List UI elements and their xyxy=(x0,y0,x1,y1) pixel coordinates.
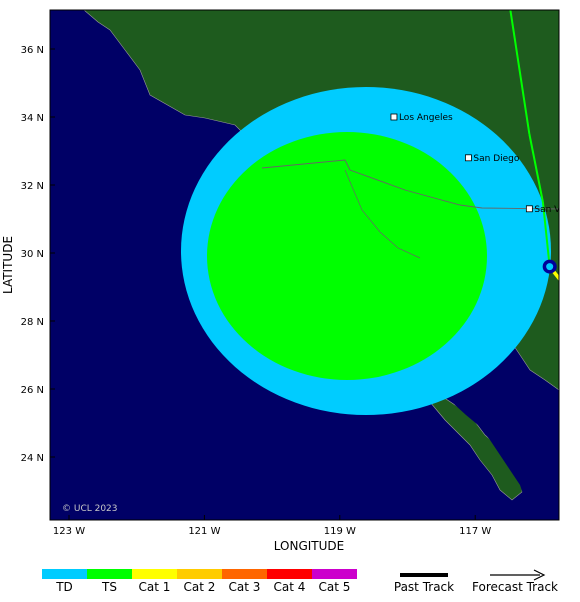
past-track-segment xyxy=(528,133,544,203)
y-tick-label: 32 N xyxy=(21,181,44,192)
y-tick-label: 28 N xyxy=(21,317,44,328)
city-marker: San Diego xyxy=(465,154,520,164)
city-label: Los Angeles xyxy=(399,113,453,123)
legend-label: Cat 3 xyxy=(229,580,261,594)
x-axis-label: LONGITUDE xyxy=(274,539,344,553)
forecast-track-segment xyxy=(548,265,559,282)
y-tick-label: 34 N xyxy=(21,113,44,124)
legend-swatch xyxy=(222,569,267,579)
legend-swatch xyxy=(312,569,357,579)
x-tick-label: 123 W xyxy=(53,526,85,537)
y-tick-label: 36 N xyxy=(21,45,44,56)
city-label: San Diego xyxy=(473,154,519,164)
city-square-icon xyxy=(390,113,398,121)
past-track-segment xyxy=(509,10,531,135)
legend-swatch xyxy=(177,569,222,579)
copyright-text: © UCL 2023 xyxy=(62,504,118,514)
arrow-head-icon xyxy=(533,569,546,581)
legend-label: Cat 5 xyxy=(319,580,351,594)
legend-label: Cat 1 xyxy=(139,580,171,594)
past-track-segment xyxy=(541,201,551,267)
legend-label: TS xyxy=(101,580,117,594)
y-axis-label: LATITUDE xyxy=(1,236,15,294)
y-tick-label: 30 N xyxy=(21,249,44,260)
storm-center-dot xyxy=(546,263,554,271)
legend-swatch xyxy=(132,569,177,579)
city-label: San Vicente xyxy=(534,205,580,215)
wind-field-inner xyxy=(207,132,487,380)
border-state xyxy=(344,169,421,259)
legend-label: TD xyxy=(55,580,73,594)
past-track-label: Past Track xyxy=(394,580,454,594)
city-square-icon xyxy=(465,154,472,162)
legend-label: Cat 2 xyxy=(184,580,216,594)
x-tick-label: 119 W xyxy=(324,526,356,537)
x-tick-label: 117 W xyxy=(459,526,491,537)
border-us-mexico xyxy=(261,159,559,210)
city-square-icon xyxy=(525,205,533,213)
legend-label: Cat 4 xyxy=(274,580,306,594)
plot-frame xyxy=(49,9,560,521)
legend: TD TS Cat 1 Cat 2 Cat 3 Cat 4 Cat 5 Past Track F… xyxy=(42,569,558,594)
legend-swatch xyxy=(87,569,132,579)
city-marker: Los Angeles xyxy=(390,113,453,123)
x-tick-label: 121 W xyxy=(188,526,220,537)
y-tick-label: 26 N xyxy=(21,385,44,396)
legend-swatch xyxy=(42,569,87,579)
city-marker: San Vicente xyxy=(525,205,580,215)
storm-track xyxy=(509,10,559,282)
forecast-track-label: Forecast Track xyxy=(472,580,558,594)
legend-swatch xyxy=(267,569,312,579)
y-tick-label: 24 N xyxy=(21,453,44,464)
